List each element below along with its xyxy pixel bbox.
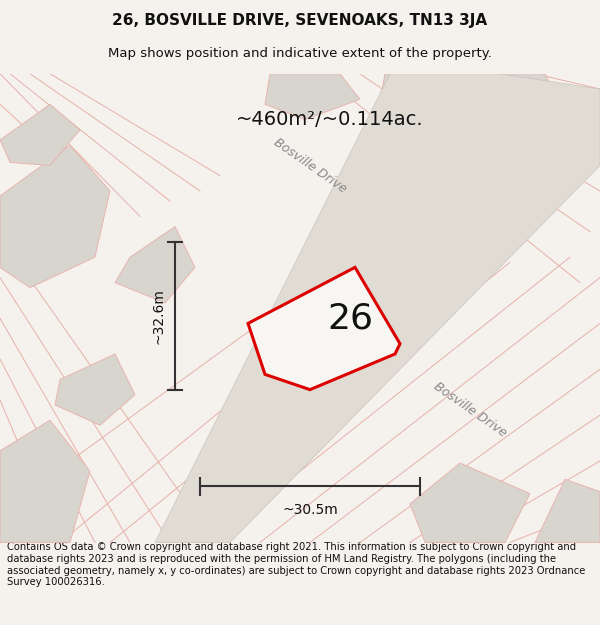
Polygon shape bbox=[378, 74, 495, 140]
Polygon shape bbox=[410, 463, 530, 542]
Text: 26: 26 bbox=[327, 301, 373, 336]
Polygon shape bbox=[0, 420, 90, 542]
Text: ~32.6m: ~32.6m bbox=[151, 288, 165, 344]
Text: Bosville Drive: Bosville Drive bbox=[271, 136, 349, 196]
Polygon shape bbox=[115, 227, 195, 303]
Polygon shape bbox=[265, 74, 360, 119]
Text: Contains OS data © Crown copyright and database right 2021. This information is : Contains OS data © Crown copyright and d… bbox=[7, 542, 586, 588]
Polygon shape bbox=[55, 354, 135, 425]
Text: Map shows position and indicative extent of the property.: Map shows position and indicative extent… bbox=[108, 47, 492, 59]
Polygon shape bbox=[0, 145, 110, 288]
Polygon shape bbox=[0, 104, 80, 166]
Polygon shape bbox=[448, 74, 570, 158]
Text: ~460m²/~0.114ac.: ~460m²/~0.114ac. bbox=[236, 110, 424, 129]
Polygon shape bbox=[155, 74, 600, 542]
Text: ~30.5m: ~30.5m bbox=[282, 503, 338, 517]
Text: Bosville Drive: Bosville Drive bbox=[431, 380, 509, 440]
Text: 26, BOSVILLE DRIVE, SEVENOAKS, TN13 3JA: 26, BOSVILLE DRIVE, SEVENOAKS, TN13 3JA bbox=[112, 13, 488, 28]
Polygon shape bbox=[248, 268, 400, 389]
Polygon shape bbox=[535, 479, 600, 542]
